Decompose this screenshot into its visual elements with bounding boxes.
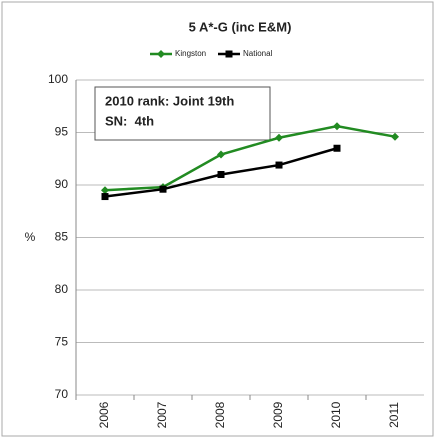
y-tick-label: 100 — [48, 72, 68, 86]
x-tick-label: 2006 — [97, 401, 111, 428]
x-tick-label: 2009 — [271, 401, 285, 428]
annotation: 2010 rank: Joint 19th — [105, 93, 234, 108]
marker — [333, 144, 341, 152]
marker — [159, 185, 167, 193]
marker — [225, 50, 233, 58]
x-tick-label: 2007 — [155, 401, 169, 428]
series-line — [104, 124, 396, 192]
y-tick-label: 75 — [55, 335, 69, 349]
marker — [217, 171, 225, 178]
marker — [275, 161, 283, 169]
y-tick-label: 85 — [55, 230, 69, 244]
annotation: SN: 4th — [105, 113, 154, 128]
annotation-box — [94, 86, 271, 141]
y-tick-label: 80 — [55, 282, 69, 296]
marker — [101, 193, 109, 201]
marker — [333, 122, 341, 131]
marker — [275, 133, 283, 142]
marker — [391, 132, 399, 141]
y-tick-label: 70 — [55, 387, 69, 401]
y-tick-label: 90 — [55, 177, 69, 191]
marker — [217, 150, 225, 159]
x-tick-label: 2011 — [387, 402, 401, 428]
legend-label: National — [243, 49, 273, 58]
legend-label: Kingston — [175, 49, 206, 58]
chart-title: 5 A*-G (inc E&M) — [189, 19, 292, 34]
y-tick-label: 95 — [55, 125, 69, 139]
marker — [157, 50, 165, 58]
x-tick-label: 2010 — [329, 401, 343, 428]
marker — [101, 186, 109, 195]
y-axis-label: % — [25, 230, 36, 244]
x-tick-label: 2008 — [213, 401, 227, 428]
